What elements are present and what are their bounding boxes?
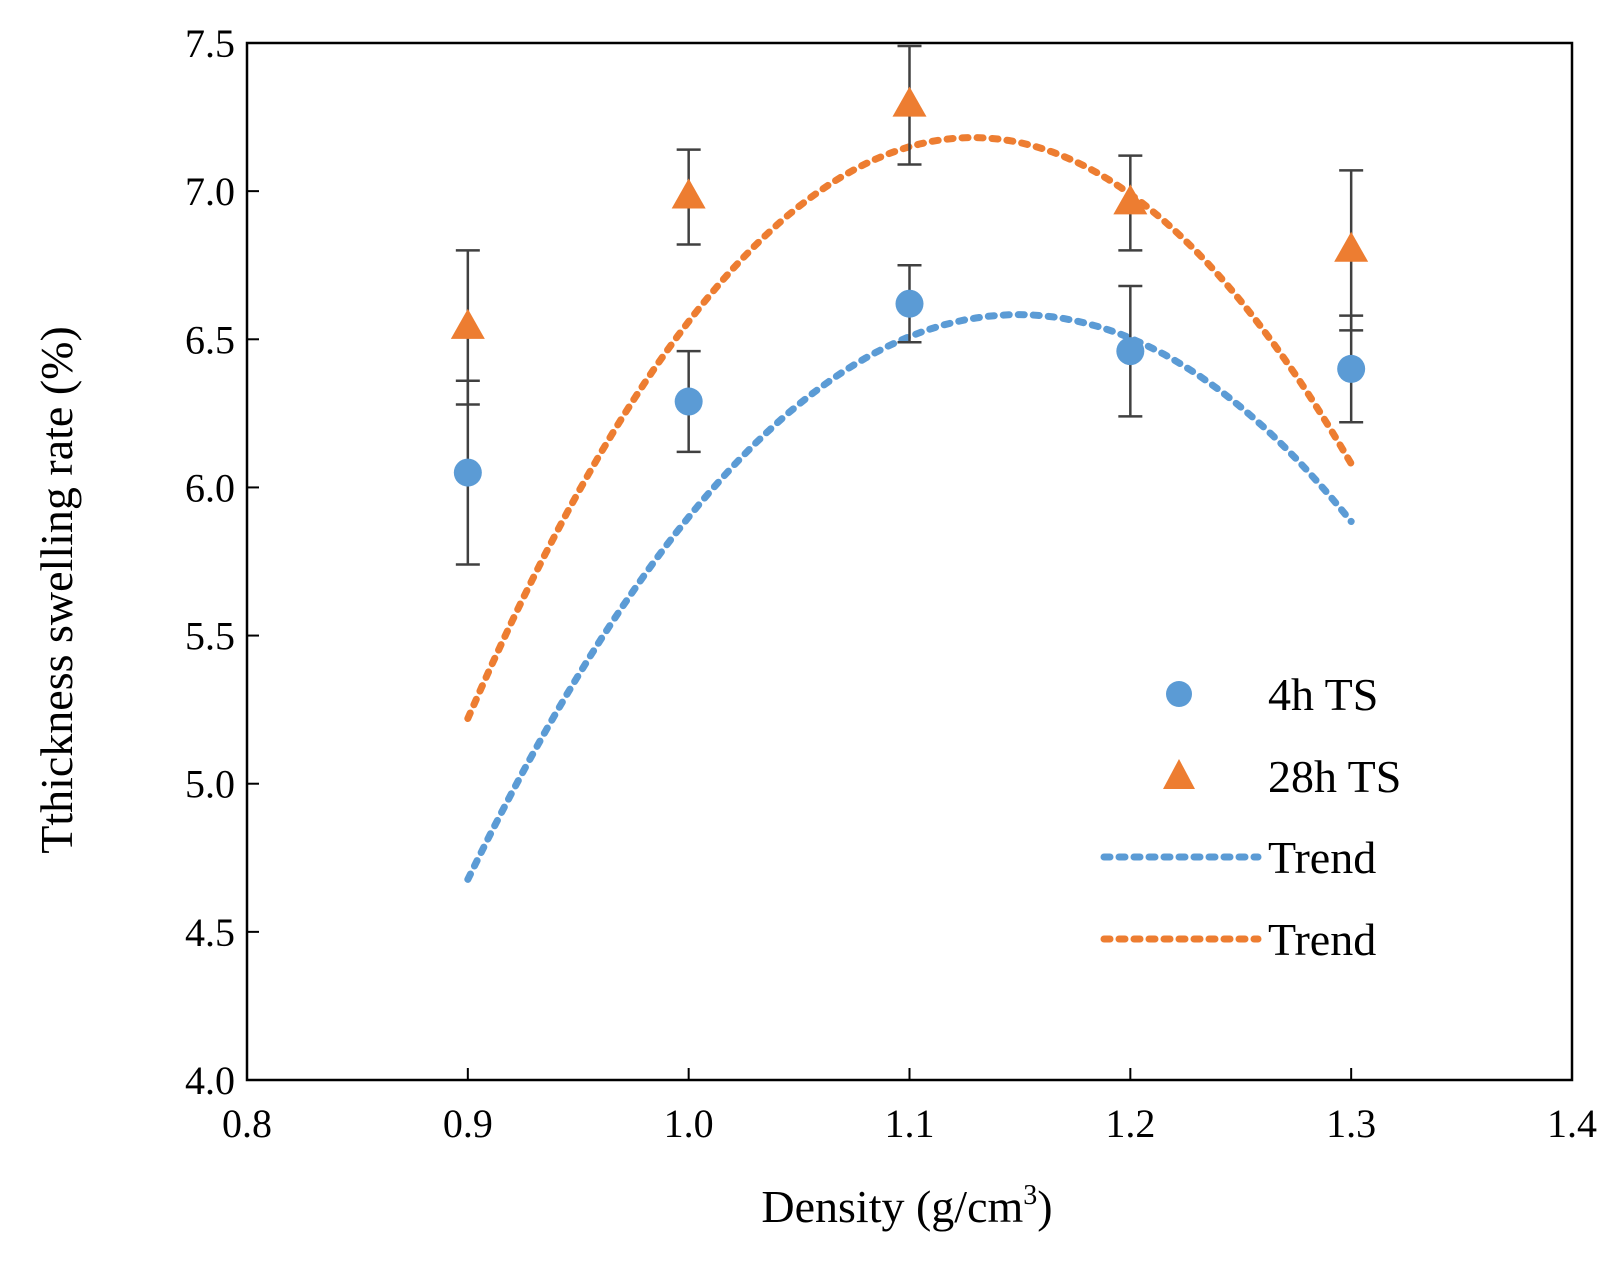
x-tick-label: 0.9 <box>443 1101 493 1146</box>
legend-marker-4h <box>1166 681 1192 707</box>
y-tick-label: 7.0 <box>185 169 235 214</box>
legend-entry-4h: 4h TS <box>1166 669 1378 720</box>
trend-line-1 <box>464 134 1355 722</box>
data-point-triangle <box>1334 231 1369 262</box>
y-tick-label: 4.0 <box>185 1058 235 1103</box>
legend-label-trend-blue: Trend <box>1268 832 1376 883</box>
trend-line-0 <box>464 311 1355 883</box>
y-tick-label: 5.0 <box>185 762 235 807</box>
x-tick-label: 1.4 <box>1547 1101 1597 1146</box>
data-point-circle <box>453 458 482 487</box>
legend-entry-trend-orange: Trend <box>1100 914 1376 965</box>
y-tick-label: 7.5 <box>185 21 235 66</box>
legend-entry-trend-blue: Trend <box>1100 832 1376 883</box>
y-tick-label: 5.5 <box>185 614 235 659</box>
data-point-triangle <box>892 86 927 117</box>
data-markers <box>450 86 1369 487</box>
legend-label-4h: 4h TS <box>1268 669 1378 720</box>
data-point-circle <box>1337 354 1366 383</box>
legend-label-trend-orange: Trend <box>1268 914 1376 965</box>
data-point-triangle <box>1113 184 1148 215</box>
x-axis-title: Density (g/cm3) <box>761 1180 1052 1232</box>
legend-marker-28h <box>1163 759 1195 789</box>
x-tick-label: 0.8 <box>222 1101 272 1146</box>
data-point-circle <box>674 387 703 416</box>
data-point-circle <box>895 289 924 318</box>
y-axis-title: Tthickness swelling rate (%) <box>31 326 82 854</box>
y-tick-labels: 4.0 4.5 5.0 5.5 6.0 6.5 7.0 7.5 <box>185 21 259 1103</box>
y-tick-label: 4.5 <box>185 910 235 955</box>
y-tick-label: 6.0 <box>185 465 235 510</box>
x-tick-label: 1.2 <box>1105 1101 1155 1146</box>
x-tick-label: 1.0 <box>664 1101 714 1146</box>
legend-entry-28h: 28h TS <box>1163 751 1401 802</box>
x-tick-label: 1.1 <box>885 1101 935 1146</box>
data-point-triangle <box>450 308 485 339</box>
data-point-circle <box>1116 337 1145 366</box>
x-tick-labels: 0.8 0.9 1.0 1.1 1.2 1.3 1.4 <box>222 1068 1597 1146</box>
trend-lines <box>464 134 1355 883</box>
legend: 4h TS 28h TS Trend Trend <box>1100 669 1401 965</box>
data-point-triangle <box>671 178 706 209</box>
y-tick-label: 6.5 <box>185 317 235 362</box>
legend-label-28h: 28h TS <box>1268 751 1401 802</box>
x-tick-label: 1.3 <box>1326 1101 1376 1146</box>
